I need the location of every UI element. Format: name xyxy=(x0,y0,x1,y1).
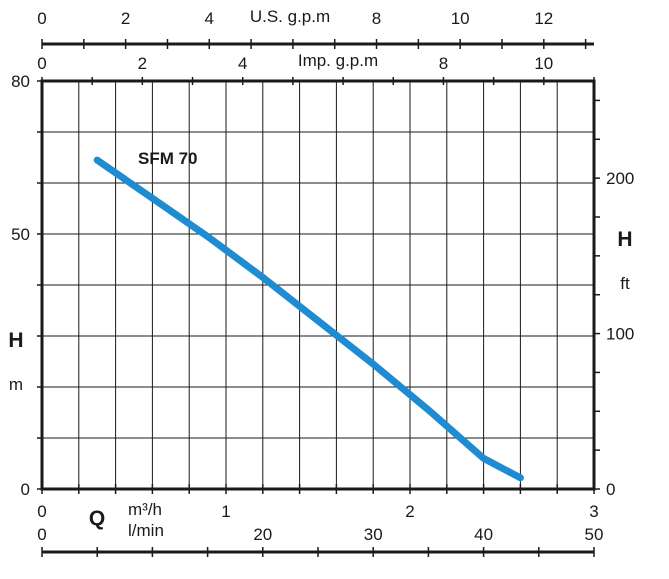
tick-label-lmin: 30 xyxy=(364,525,383,544)
right-axis-label: H xyxy=(617,228,632,251)
tick-label-us-gpm: 2 xyxy=(121,9,130,28)
tick-label-m3h: 2 xyxy=(405,502,414,521)
tick-label-us-gpm: 0 xyxy=(37,9,46,28)
tick-label-us-gpm: 8 xyxy=(372,9,381,28)
bottom-axis-label: Q xyxy=(89,507,105,530)
tick-label-right: 200 xyxy=(606,169,634,188)
tick-label-imp-gpm: 8 xyxy=(439,54,448,73)
tick-label-m3h: 1 xyxy=(221,502,230,521)
tick-label-right: 100 xyxy=(606,325,634,344)
grid-lines xyxy=(42,81,594,489)
axis-lines xyxy=(37,39,600,557)
bottom-primary-unit: m³/h xyxy=(128,500,162,519)
left-axis-unit: m xyxy=(9,375,23,394)
tick-label-m3h: 0 xyxy=(37,502,46,521)
tick-label-us-gpm: 4 xyxy=(205,9,214,28)
tick-label-us-gpm: 10 xyxy=(451,9,470,28)
tick-label-left: 0 xyxy=(21,480,30,499)
tick-label-lmin: 0 xyxy=(37,525,46,544)
tick-label-imp-gpm: 2 xyxy=(138,54,147,73)
top-imp-unit-label: Imp. g.p.m xyxy=(298,51,378,70)
tick-label-lmin: 50 xyxy=(585,525,604,544)
tick-label-lmin: 40 xyxy=(474,525,493,544)
right-axis-unit: ft xyxy=(620,274,630,293)
tick-label-m3h: 3 xyxy=(589,502,598,521)
tick-label-left: 50 xyxy=(11,225,30,244)
series-label-sfm-70: SFM 70 xyxy=(138,149,198,168)
tick-label-imp-gpm: 10 xyxy=(534,54,553,73)
tick-label-us-gpm: 12 xyxy=(534,9,553,28)
tick-label-lmin: 20 xyxy=(253,525,272,544)
tick-label-imp-gpm: 0 xyxy=(37,54,46,73)
tick-label-imp-gpm: 4 xyxy=(238,54,247,73)
bottom-secondary-unit: l/min xyxy=(128,521,164,540)
left-axis-label: H xyxy=(8,329,23,352)
tick-label-left: 80 xyxy=(11,72,30,91)
top-us-unit-label: U.S. g.p.m xyxy=(250,7,330,26)
series-line-sfm-70 xyxy=(93,156,524,482)
tick-label-right: 0 xyxy=(606,480,615,499)
